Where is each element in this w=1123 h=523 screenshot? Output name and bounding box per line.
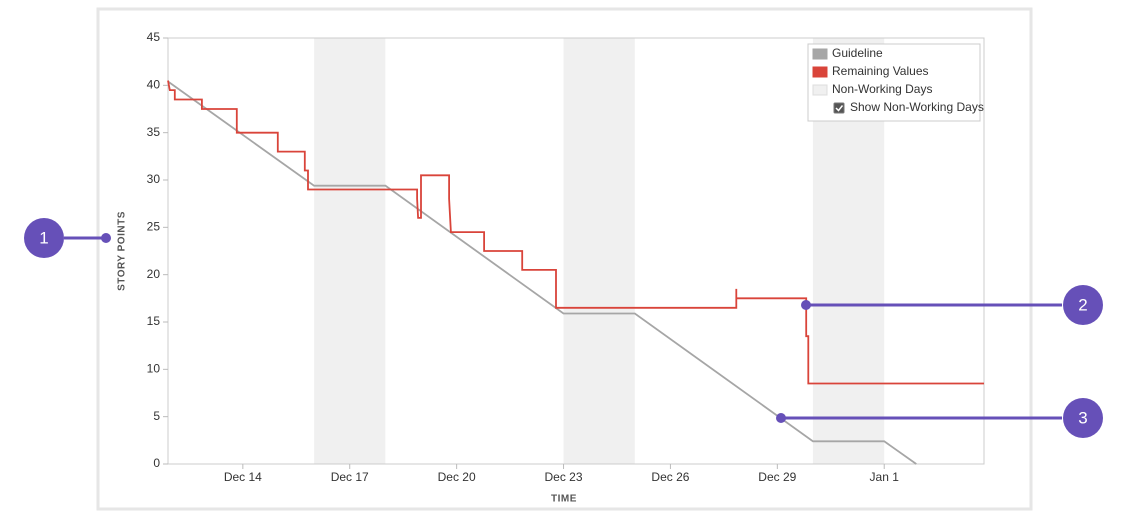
- legend-label: Remaining Values: [832, 64, 929, 78]
- x-tick-label: Dec 20: [438, 470, 476, 484]
- annotation-number: 2: [1078, 295, 1087, 314]
- checkbox-label[interactable]: Show Non-Working Days: [850, 100, 984, 114]
- x-tick-label: Jan 1: [870, 470, 900, 484]
- legend-swatch: [812, 84, 828, 96]
- checkbox[interactable]: [833, 102, 845, 114]
- x-tick-label: Dec 14: [224, 470, 262, 484]
- series-line: [167, 80, 917, 465]
- series-line: [167, 80, 984, 385]
- y-tick-label: 40: [147, 78, 161, 92]
- x-axis-title: TIME: [551, 494, 577, 505]
- legend-swatch: [812, 48, 828, 60]
- non-working-band: [314, 38, 386, 464]
- annotation-dot: [776, 413, 786, 423]
- annotation-badge: [24, 218, 64, 258]
- legend-label: Guideline: [832, 46, 883, 60]
- annotation: 2: [801, 285, 1103, 325]
- y-axis-title: STORY POINTS: [117, 211, 128, 291]
- annotation-number: 1: [39, 228, 48, 247]
- annotation-dot: [801, 300, 811, 310]
- y-tick-label: 35: [147, 125, 161, 139]
- legend-label: Non-Working Days: [832, 82, 932, 96]
- y-tick-label: 45: [147, 30, 161, 44]
- annotation: 1: [24, 218, 111, 258]
- y-tick-label: 0: [153, 456, 160, 470]
- y-tick-label: 10: [147, 362, 161, 376]
- annotation-number: 3: [1078, 408, 1087, 427]
- x-tick-label: Dec 23: [545, 470, 583, 484]
- y-tick-label: 5: [153, 409, 160, 423]
- annotation-badge: [1063, 285, 1103, 325]
- y-tick-label: 25: [147, 220, 161, 234]
- y-tick-label: 20: [147, 267, 161, 281]
- checkmark: [835, 105, 844, 112]
- plot-frame: [167, 37, 985, 465]
- y-tick-label: 30: [147, 172, 161, 186]
- legend-swatch: [812, 66, 828, 78]
- annotation: 3: [776, 398, 1103, 438]
- x-tick-label: Dec 17: [331, 470, 369, 484]
- annotation-badge: [1063, 398, 1103, 438]
- x-tick-label: Dec 29: [758, 470, 796, 484]
- non-working-band: [563, 38, 635, 464]
- annotation-dot: [101, 233, 111, 243]
- y-tick-label: 15: [147, 314, 161, 328]
- x-tick-label: Dec 26: [651, 470, 689, 484]
